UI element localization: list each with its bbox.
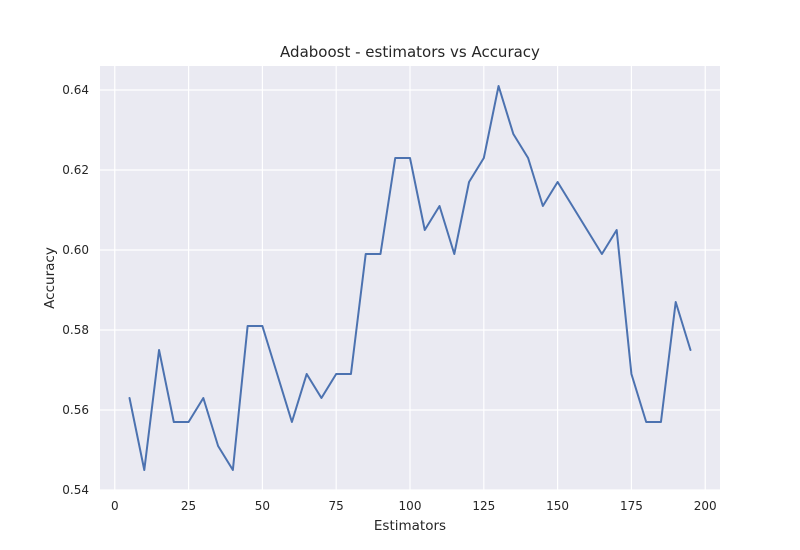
y-tick-label: 0.62 — [62, 163, 89, 177]
x-tick-label: 175 — [620, 499, 643, 513]
grid — [100, 66, 720, 491]
x-tick-label: 50 — [255, 499, 270, 513]
y-tick-label: 0.60 — [62, 243, 89, 257]
x-axis-label: Estimators — [374, 518, 446, 534]
series-line — [128, 85, 692, 471]
y-tick-label: 0.64 — [62, 83, 89, 97]
x-tick-label: 125 — [472, 499, 495, 513]
x-tick-label: 0 — [111, 499, 119, 513]
tick-labels: 0 25 50 75 100 125 150 175 200 0.54 0.56 0.58 0.60 0.… — [62, 83, 716, 513]
y-tick-label: 0.56 — [62, 403, 89, 417]
y-axis-label: Accuracy — [42, 247, 58, 309]
x-tick-label: 25 — [181, 499, 196, 513]
x-tick-label: 100 — [399, 499, 422, 513]
y-tick-label: 0.58 — [62, 323, 89, 337]
x-tick-label: 150 — [546, 499, 569, 513]
y-tick-label: 0.54 — [62, 483, 89, 497]
x-tick-label: 75 — [329, 499, 344, 513]
x-tick-label: 200 — [694, 499, 717, 513]
chart-title: Adaboost - estimators vs Accuracy — [280, 43, 540, 61]
